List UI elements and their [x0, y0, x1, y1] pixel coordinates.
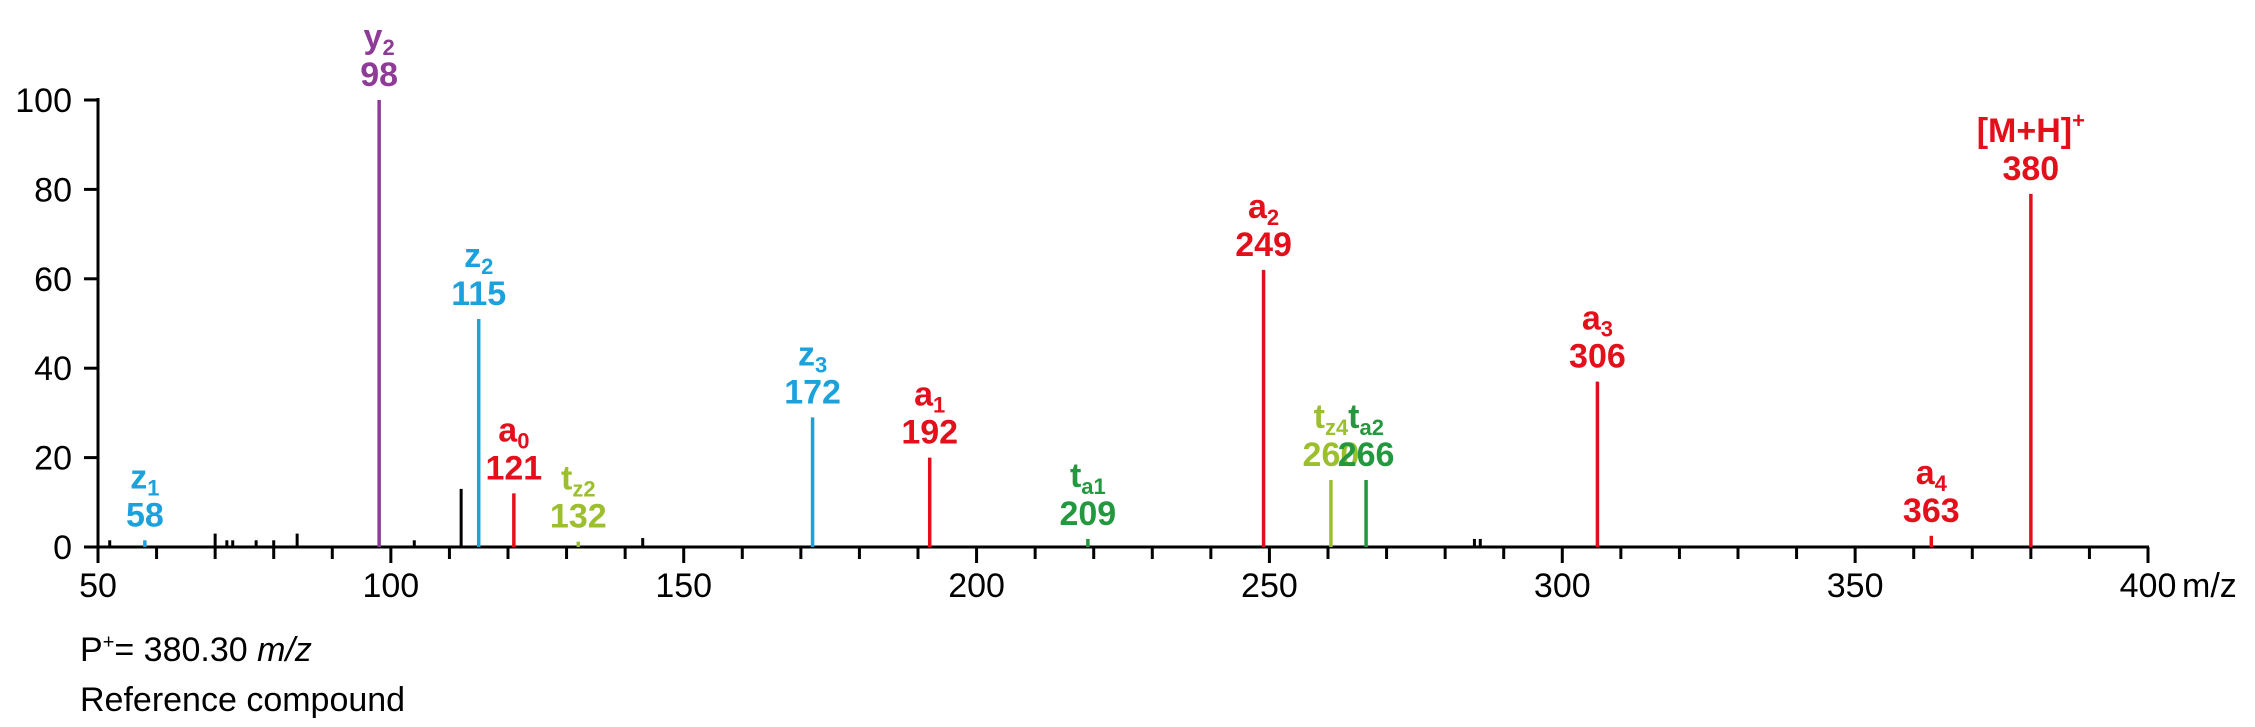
x-tick-label: 50: [79, 567, 117, 605]
precursor-symbol: P: [80, 631, 103, 669]
peak-ion-label: [M+H]+: [1977, 108, 2085, 150]
peak-value-label: 172: [784, 373, 841, 411]
x-tick-label: 300: [1534, 567, 1591, 605]
precursor-caption: P+= 380.30 m/z: [80, 630, 312, 670]
x-tick-label: 100: [362, 567, 419, 605]
x-tick-label: 250: [1241, 567, 1298, 605]
peak-value-label: 58: [126, 496, 164, 534]
peak-ion-label: a0: [498, 411, 529, 453]
x-tick-label: 350: [1827, 567, 1884, 605]
peak-value-label: 363: [1903, 492, 1960, 530]
chart-peaks: [108, 100, 2033, 547]
peak-ion-label: a1: [914, 376, 945, 418]
peak-value-label: 121: [485, 449, 542, 487]
y-tick-label: 20: [34, 440, 72, 478]
peak-ion-label: a4: [1916, 454, 1948, 496]
mass-spectrum-chart: 0 20 40 60 80 100 50 100 150 200 250 300 350 400 m/z 5…: [15, 18, 2237, 605]
peak-value-label: 306: [1569, 338, 1626, 376]
peak-ion-label: tz2: [561, 460, 596, 502]
peak-value-label: 192: [901, 414, 958, 452]
peak-ion-label: ta2: [1348, 398, 1384, 440]
peak-value-label: 98: [360, 56, 398, 94]
peak-ion-label: ta1: [1070, 457, 1106, 499]
x-axis-unit-label: m/z: [2182, 567, 2237, 605]
peak-ion-label: a3: [1582, 300, 1613, 342]
x-tick-label: 200: [948, 567, 1005, 605]
x-tick-label: 400: [2120, 567, 2177, 605]
x-tick-label: 150: [655, 567, 712, 605]
precursor-value: = 380.30: [114, 631, 258, 669]
chart-axes: 0 20 40 60 80 100 50 100 150 200 250 300 350 400 m/z: [15, 82, 2237, 605]
peak-ion-label: tz4: [1314, 398, 1349, 440]
peak-value-label: 380: [2002, 150, 2059, 188]
peak-value-label: 115: [451, 275, 506, 313]
peak-value-label: 266: [1338, 436, 1395, 474]
compound-caption: Reference compound: [80, 681, 406, 719]
peak-value-label: 132: [550, 498, 607, 536]
peak-ion-label: a2: [1248, 188, 1279, 230]
peak-value-label: 249: [1235, 226, 1292, 264]
y-tick-label: 0: [53, 529, 72, 567]
peak-ion-label: z1: [130, 458, 159, 500]
peak-value-label: 209: [1059, 495, 1116, 533]
precursor-unit: m/z: [257, 631, 312, 669]
y-tick-label: 100: [15, 82, 72, 120]
y-tick-label: 80: [34, 171, 72, 209]
peak-ion-label: z2: [464, 237, 493, 279]
precursor-charge: +: [102, 631, 115, 654]
peak-ion-label: y2: [364, 18, 395, 60]
y-tick-label: 60: [34, 261, 72, 299]
y-tick-label: 40: [34, 350, 72, 388]
peak-ion-label: z3: [798, 335, 827, 377]
peak-value-label: 260: [1303, 436, 1360, 474]
